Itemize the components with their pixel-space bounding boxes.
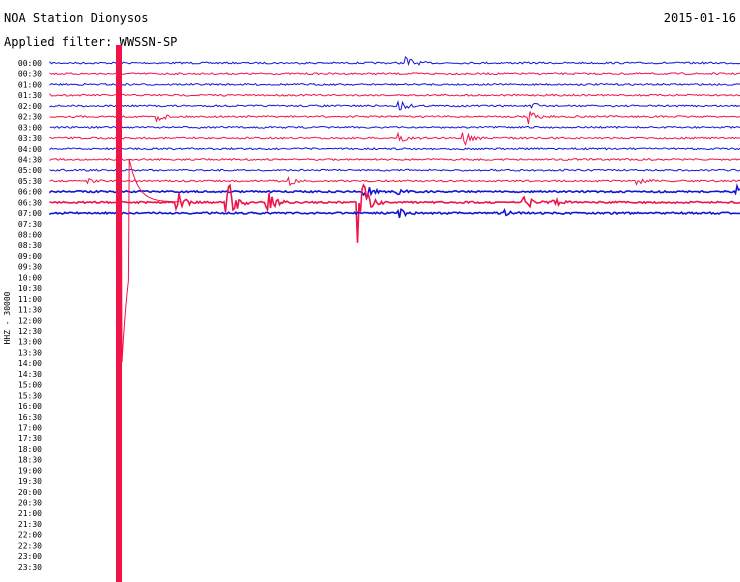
trace <box>49 175 740 187</box>
time-label: 07:00 <box>18 209 42 218</box>
time-label: 05:00 <box>18 166 42 175</box>
time-label: 02:30 <box>18 113 42 122</box>
time-label: 11:30 <box>18 306 42 315</box>
time-label: 22:00 <box>18 531 42 540</box>
time-label: 19:30 <box>18 477 42 486</box>
time-label: 16:30 <box>18 413 42 422</box>
filter: Applied filter: WWSSN-SP <box>4 35 177 49</box>
trace <box>49 82 740 87</box>
time-label: 15:30 <box>18 391 42 400</box>
time-label: 04:30 <box>18 155 42 164</box>
time-label: 02:00 <box>18 102 42 111</box>
time-label: 16:00 <box>18 402 42 411</box>
quake-band <box>116 45 122 582</box>
trace <box>49 72 740 76</box>
time-label: 18:30 <box>18 456 42 465</box>
time-label: 10:00 <box>18 273 42 282</box>
quake-wave <box>117 51 180 363</box>
trace <box>49 125 740 129</box>
time-label: 07:30 <box>18 220 42 229</box>
time-label: 09:30 <box>18 263 42 272</box>
title: NOA Station Dionysos <box>4 11 149 25</box>
time-label: 23:00 <box>18 552 42 561</box>
time-label: 13:30 <box>18 348 42 357</box>
time-label: 05:30 <box>18 177 42 186</box>
time-label: 08:00 <box>18 231 42 240</box>
time-label: 21:00 <box>18 509 42 518</box>
time-label: 06:30 <box>18 198 42 207</box>
date: 2015-01-16 <box>664 11 736 25</box>
trace <box>49 92 740 97</box>
time-label: 01:30 <box>18 91 42 100</box>
time-label: 20:30 <box>18 499 42 508</box>
trace <box>49 131 740 147</box>
time-label: 14:00 <box>18 359 42 368</box>
time-label: 15:00 <box>18 381 42 390</box>
trace <box>49 99 740 111</box>
time-label: 00:00 <box>18 59 42 68</box>
time-label: 01:00 <box>18 80 42 89</box>
time-label: 21:30 <box>18 520 42 529</box>
trace <box>49 168 740 172</box>
time-label: 22:30 <box>18 541 42 550</box>
time-label: 10:30 <box>18 284 42 293</box>
time-label: 19:00 <box>18 466 42 475</box>
channel-label: HHZ - 30000 <box>3 291 12 344</box>
time-label: 06:00 <box>18 188 42 197</box>
time-label: 14:30 <box>18 370 42 379</box>
time-label: 12:00 <box>18 316 42 325</box>
trace <box>49 183 740 243</box>
trace <box>49 157 740 162</box>
trace <box>49 111 740 125</box>
trace <box>49 56 740 67</box>
time-label: 23:30 <box>18 563 42 572</box>
time-label: 08:30 <box>18 241 42 250</box>
time-label: 00:30 <box>18 70 42 79</box>
time-label: 13:00 <box>18 338 42 347</box>
trace <box>49 147 740 151</box>
time-label: 04:00 <box>18 145 42 154</box>
trace <box>49 207 740 219</box>
time-label: 18:00 <box>18 445 42 454</box>
time-label: 20:00 <box>18 488 42 497</box>
time-label: 09:00 <box>18 252 42 261</box>
time-label: 03:00 <box>18 123 42 132</box>
time-label: 11:00 <box>18 295 42 304</box>
time-label: 12:30 <box>18 327 42 336</box>
time-label: 03:30 <box>18 134 42 143</box>
time-label: 17:00 <box>18 423 42 432</box>
trace <box>49 183 740 201</box>
time-label: 17:30 <box>18 434 42 443</box>
